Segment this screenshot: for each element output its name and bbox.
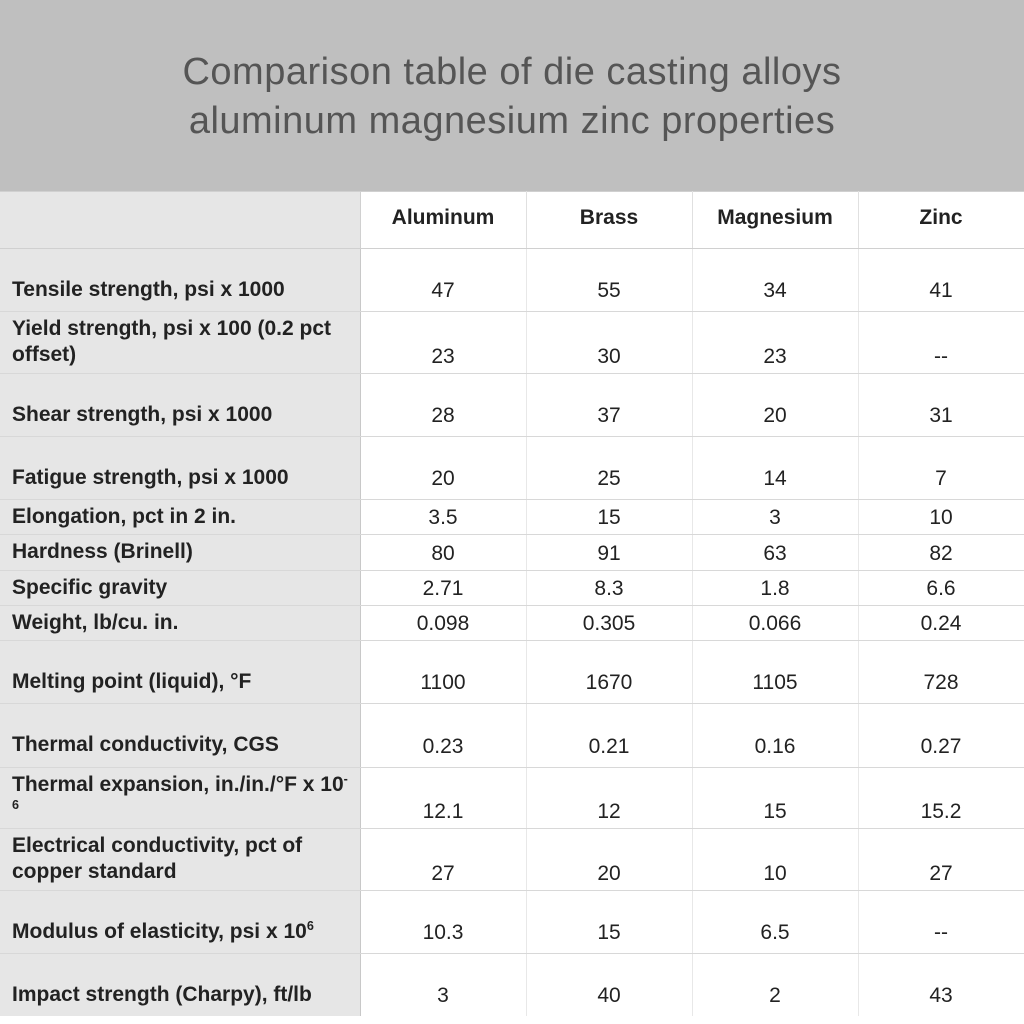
cell-value: 80	[360, 535, 526, 570]
cell-value: 40	[526, 953, 692, 1016]
cell-value: 23	[692, 312, 858, 374]
cell-value: 91	[526, 535, 692, 570]
page-title: Comparison table of die casting alloys a…	[40, 48, 984, 147]
header-blank	[0, 191, 360, 248]
col-header: Magnesium	[692, 191, 858, 248]
cell-value: 55	[526, 248, 692, 311]
col-header: Zinc	[858, 191, 1024, 248]
cell-value: 15.2	[858, 767, 1024, 829]
cell-value: 15	[526, 890, 692, 953]
row-label: Electrical conductivity, pct of copper s…	[0, 829, 360, 891]
table-header: Aluminum Brass Magnesium Zinc	[0, 191, 1024, 248]
cell-value: 6.6	[858, 570, 1024, 605]
row-label: Melting point (liquid), °F	[0, 641, 360, 704]
cell-value: 20	[692, 373, 858, 436]
cell-value: 728	[858, 641, 1024, 704]
table-row: Thermal expansion, in./in./°F x 10-612.1…	[0, 767, 1024, 829]
cell-value: 0.16	[692, 704, 858, 767]
cell-value: 63	[692, 535, 858, 570]
cell-value: 1.8	[692, 570, 858, 605]
cell-value: 3	[360, 953, 526, 1016]
cell-value: 2.71	[360, 570, 526, 605]
cell-value: 23	[360, 312, 526, 374]
table-row: Hardness (Brinell)80916382	[0, 535, 1024, 570]
cell-value: 7	[858, 436, 1024, 499]
cell-value: 20	[526, 829, 692, 891]
table-row: Elongation, pct in 2 in.3.515310	[0, 500, 1024, 535]
table-row: Shear strength, psi x 100028372031	[0, 373, 1024, 436]
cell-value: 28	[360, 373, 526, 436]
title-band: Comparison table of die casting alloys a…	[0, 0, 1024, 191]
table-row: Specific gravity2.718.31.86.6	[0, 570, 1024, 605]
cell-value: 0.21	[526, 704, 692, 767]
cell-value: 14	[692, 436, 858, 499]
row-label: Elongation, pct in 2 in.	[0, 500, 360, 535]
cell-value: 0.24	[858, 605, 1024, 640]
table-row: Weight, lb/cu. in.0.0980.3050.0660.24	[0, 605, 1024, 640]
table-row: Fatigue strength, psi x 10002025147	[0, 436, 1024, 499]
cell-value: 0.27	[858, 704, 1024, 767]
cell-value: 12	[526, 767, 692, 829]
row-label: Specific gravity	[0, 570, 360, 605]
cell-value: 0.23	[360, 704, 526, 767]
cell-value: 1670	[526, 641, 692, 704]
cell-value: 1100	[360, 641, 526, 704]
col-header: Aluminum	[360, 191, 526, 248]
cell-value: 3.5	[360, 500, 526, 535]
table-row: Tensile strength, psi x 100047553441	[0, 248, 1024, 311]
cell-value: 25	[526, 436, 692, 499]
row-label: Fatigue strength, psi x 1000	[0, 436, 360, 499]
cell-value: 27	[360, 829, 526, 891]
row-label: Modulus of elasticity, psi x 106	[0, 890, 360, 953]
cell-value: 10.3	[360, 890, 526, 953]
cell-value: 37	[526, 373, 692, 436]
table-row: Impact strength (Charpy), ft/lb340243	[0, 953, 1024, 1016]
title-line-1: Comparison table of die casting alloys	[182, 51, 841, 93]
row-label: Yield strength, psi x 100 (0.2 pct offse…	[0, 312, 360, 374]
cell-value: 2	[692, 953, 858, 1016]
col-header: Brass	[526, 191, 692, 248]
cell-value: 12.1	[360, 767, 526, 829]
comparison-table: Aluminum Brass Magnesium Zinc Tensile st…	[0, 191, 1024, 1016]
cell-value: --	[858, 312, 1024, 374]
row-label: Shear strength, psi x 1000	[0, 373, 360, 436]
table-row: Thermal conductivity, CGS0.230.210.160.2…	[0, 704, 1024, 767]
cell-value: 3	[692, 500, 858, 535]
row-label: Tensile strength, psi x 1000	[0, 248, 360, 311]
row-label: Thermal conductivity, CGS	[0, 704, 360, 767]
row-label: Weight, lb/cu. in.	[0, 605, 360, 640]
cell-value: 41	[858, 248, 1024, 311]
table-row: Modulus of elasticity, psi x 10610.3156.…	[0, 890, 1024, 953]
cell-value: 82	[858, 535, 1024, 570]
cell-value: 8.3	[526, 570, 692, 605]
title-line-2: aluminum magnesium zinc properties	[189, 100, 835, 142]
cell-value: 47	[360, 248, 526, 311]
row-label: Hardness (Brinell)	[0, 535, 360, 570]
cell-value: 20	[360, 436, 526, 499]
cell-value: 6.5	[692, 890, 858, 953]
row-label: Thermal expansion, in./in./°F x 10-6	[0, 767, 360, 829]
cell-value: --	[858, 890, 1024, 953]
table-body: Tensile strength, psi x 100047553441Yiel…	[0, 248, 1024, 1016]
table-row: Yield strength, psi x 100 (0.2 pct offse…	[0, 312, 1024, 374]
cell-value: 10	[692, 829, 858, 891]
table-row: Electrical conductivity, pct of copper s…	[0, 829, 1024, 891]
cell-value: 30	[526, 312, 692, 374]
cell-value: 0.066	[692, 605, 858, 640]
comparison-table-container: Aluminum Brass Magnesium Zinc Tensile st…	[0, 191, 1024, 1016]
cell-value: 1105	[692, 641, 858, 704]
cell-value: 15	[692, 767, 858, 829]
cell-value: 27	[858, 829, 1024, 891]
cell-value: 0.305	[526, 605, 692, 640]
cell-value: 10	[858, 500, 1024, 535]
row-label: Impact strength (Charpy), ft/lb	[0, 953, 360, 1016]
cell-value: 43	[858, 953, 1024, 1016]
cell-value: 34	[692, 248, 858, 311]
cell-value: 31	[858, 373, 1024, 436]
table-row: Melting point (liquid), °F11001670110572…	[0, 641, 1024, 704]
cell-value: 0.098	[360, 605, 526, 640]
cell-value: 15	[526, 500, 692, 535]
